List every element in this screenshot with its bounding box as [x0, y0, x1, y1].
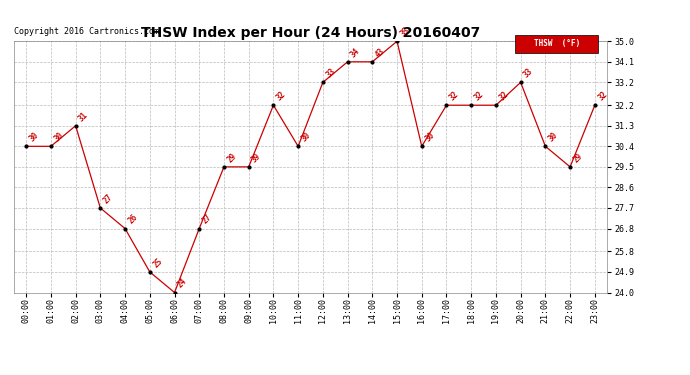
Text: 32: 32 [497, 90, 510, 102]
Text: 32: 32 [473, 90, 486, 102]
Text: 27: 27 [101, 192, 115, 205]
Text: 32: 32 [448, 90, 461, 102]
Text: 34: 34 [349, 46, 362, 59]
Text: 32: 32 [596, 90, 609, 102]
Text: 29: 29 [226, 151, 238, 164]
Text: 30: 30 [546, 130, 560, 144]
Text: 30: 30 [299, 130, 313, 144]
Text: 30: 30 [52, 130, 65, 144]
Text: 43: 43 [374, 46, 386, 59]
Text: 39: 39 [250, 151, 263, 164]
Text: 30: 30 [28, 130, 41, 144]
Text: 29: 29 [571, 151, 584, 164]
Text: 30: 30 [423, 130, 436, 144]
Text: 31: 31 [77, 110, 90, 123]
Text: THSW  (°F): THSW (°F) [533, 39, 580, 48]
Text: 33: 33 [522, 67, 535, 80]
Text: 26: 26 [126, 213, 139, 226]
Text: 33: 33 [324, 67, 337, 80]
Title: THSW Index per Hour (24 Hours) 20160407: THSW Index per Hour (24 Hours) 20160407 [141, 26, 480, 40]
Text: 24: 24 [176, 277, 189, 290]
Text: 25: 25 [151, 256, 164, 269]
FancyBboxPatch shape [515, 35, 598, 52]
Text: Copyright 2016 Cartronics.com: Copyright 2016 Cartronics.com [14, 27, 159, 36]
Text: 27: 27 [201, 213, 213, 226]
Text: 32: 32 [275, 90, 288, 102]
Text: 35: 35 [398, 26, 411, 39]
